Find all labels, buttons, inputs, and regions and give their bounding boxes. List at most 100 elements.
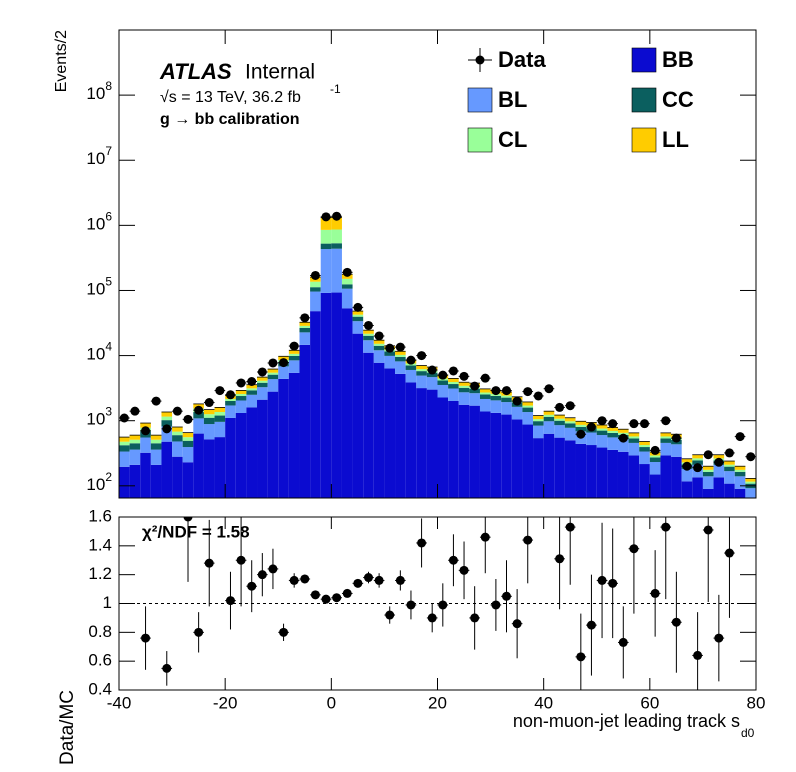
stack-bar — [692, 477, 703, 498]
ratio-point — [608, 578, 618, 588]
stack-bar — [628, 436, 640, 439]
stack-bar — [257, 382, 268, 388]
stack-bar — [299, 332, 311, 345]
stack-bar — [225, 400, 236, 406]
y-tick-label: 1 — [103, 593, 112, 612]
ratio-point — [332, 593, 342, 603]
y-tick-power: 6 — [105, 210, 112, 224]
stack-bar — [182, 462, 194, 498]
stack-bar — [257, 377, 268, 381]
data-point — [247, 376, 257, 386]
data-point — [183, 414, 193, 424]
stack-bar — [257, 380, 268, 383]
ratio-point — [141, 633, 151, 643]
stack-bar — [533, 415, 544, 420]
ratio-point — [586, 620, 596, 630]
stack-bar — [373, 350, 385, 363]
stack-bar — [575, 443, 587, 498]
stack-bar — [299, 344, 311, 498]
data-point — [427, 365, 437, 375]
stack-bar — [479, 388, 491, 393]
data-point — [438, 370, 448, 380]
stack-bar — [341, 284, 353, 289]
data-point — [353, 302, 363, 312]
data-point — [332, 211, 342, 221]
legend-marker — [475, 55, 485, 65]
data-point — [629, 419, 639, 429]
y-tick-base: 10 — [86, 475, 105, 494]
stack-bar — [161, 412, 173, 417]
ratio-point — [555, 554, 565, 564]
stack-bar — [724, 466, 735, 472]
data-point — [703, 450, 713, 460]
stack-bar — [129, 435, 141, 440]
legend-label: Data — [498, 47, 546, 72]
stack-bar — [639, 441, 650, 446]
stack-bar — [702, 471, 714, 477]
stack-bar — [405, 382, 417, 498]
x-axis-label: non-muon-jet leading track s — [513, 711, 740, 731]
y-tick-base: 10 — [86, 345, 105, 364]
stack-bar — [596, 424, 608, 429]
stack-bar — [448, 382, 459, 385]
stack-bar — [193, 412, 204, 419]
stack-bar — [172, 427, 183, 432]
stack-bar — [363, 340, 374, 353]
stack-bar — [660, 455, 672, 498]
y-tick-power: 4 — [105, 340, 112, 354]
stack-bar — [522, 407, 534, 413]
stack-bar — [267, 391, 279, 498]
selection: g → bb calibration — [160, 111, 300, 128]
x-tick-label: -20 — [213, 693, 238, 712]
ratio-point — [661, 522, 671, 532]
ratio-point — [247, 581, 257, 591]
ratio-point — [183, 517, 193, 522]
stack-bar — [320, 243, 332, 250]
ratio-point — [406, 600, 416, 610]
data-point — [321, 212, 331, 222]
stack-bar — [649, 462, 661, 475]
stack-bar — [172, 431, 183, 436]
status: Internal — [245, 61, 315, 84]
stack-bar — [448, 388, 459, 401]
stack-bar — [416, 365, 427, 370]
data-point — [374, 331, 384, 341]
stack-bar — [564, 427, 576, 441]
stack-bar — [225, 417, 236, 498]
y-tick-base: 10 — [86, 410, 105, 429]
stack-bar — [119, 437, 130, 442]
stack-bar — [129, 439, 141, 444]
stack-bar — [501, 395, 512, 398]
stack-bar — [310, 311, 321, 498]
stack-bar — [246, 384, 258, 389]
stack-bar — [607, 432, 618, 438]
stack-bar — [405, 369, 417, 383]
stack-bar — [320, 292, 332, 498]
y-tick-label: 103 — [86, 405, 112, 429]
stack-bar — [278, 366, 289, 379]
stack-bar — [331, 217, 342, 230]
stack-bar — [225, 405, 236, 418]
data-point — [470, 381, 480, 391]
stack-bar — [140, 452, 151, 498]
y-tick-base: 10 — [86, 150, 105, 169]
stack-bar — [596, 447, 608, 498]
data-point — [512, 396, 522, 406]
stack-bar — [702, 488, 714, 498]
energy: √s = 13 TeV, 36.2 fb — [160, 89, 301, 106]
stack-bar — [469, 405, 480, 498]
stack-bar — [745, 501, 756, 503]
stack-bar — [395, 354, 406, 357]
stack-bar — [448, 400, 459, 498]
data-point — [533, 391, 543, 401]
stack-bar — [437, 397, 449, 498]
y-tick-label: 1.2 — [88, 564, 112, 583]
ratio-point — [459, 565, 469, 575]
stack-bar — [660, 436, 672, 439]
stack-bar — [649, 455, 661, 458]
chi2-annotation: χ²/NDF = 1.58 — [142, 522, 250, 541]
ratio-point — [650, 588, 660, 598]
legend-label: CL — [498, 127, 527, 152]
y-tick-label: 102 — [86, 470, 112, 494]
stack-bar — [426, 389, 438, 498]
